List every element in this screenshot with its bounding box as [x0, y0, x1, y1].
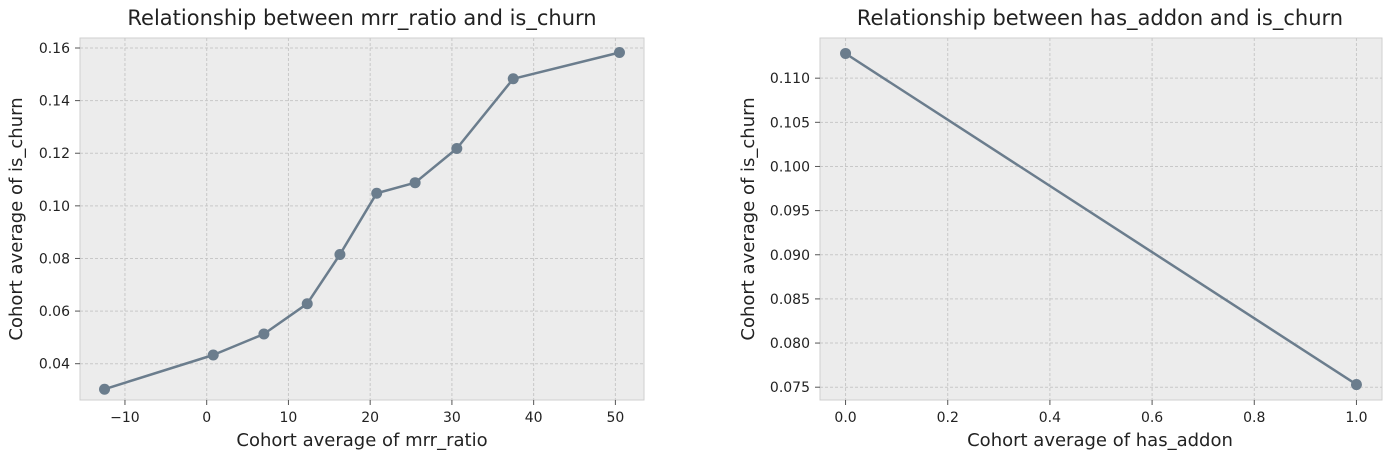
chart-2-series: [840, 47, 1362, 391]
chart-1-x-tick-label: −10: [110, 410, 140, 426]
chart-1-y-tick-label: 0.04: [39, 357, 70, 373]
chart-2-x-tick-label: 1.0: [1345, 410, 1367, 426]
chart-2-y-tick-label: 0.090: [770, 248, 810, 264]
chart-2-y-tick-label: 0.095: [770, 204, 810, 220]
chart-1-y-tick-label: 0.14: [39, 94, 70, 110]
chart-1-data-point: [613, 46, 625, 58]
chart-2-data-point: [1350, 379, 1362, 391]
chart-2: 0.0 0.2 0.4 0.6 0.8 1.0 0.075 0.080 0.085 0.090 0.…: [738, 6, 1383, 451]
chart-2-y-tick-label: 0.085: [770, 292, 810, 308]
chart-1-ticks: −10 0 10 20 30 40 50 0.04 0.06 0.08 0.10 0.12 0.14 0.…: [39, 41, 624, 426]
chart-2-x-tick-label: 0.8: [1243, 410, 1265, 426]
chart-1-y-tick-label: 0.08: [39, 251, 70, 267]
chart-1-data-point: [301, 298, 313, 310]
chart-1-data-point: [99, 383, 111, 395]
chart-1-data-point: [258, 328, 270, 340]
chart-2-y-tick-label: 0.100: [770, 159, 810, 175]
chart-1-x-tick-label: 20: [361, 410, 379, 426]
chart-1-y-tick-label: 0.06: [39, 304, 70, 320]
chart-2-y-tick-label: 0.080: [770, 336, 810, 352]
chart-2-y-axis-label: Cohort average of is_churn: [738, 97, 759, 340]
chart-2-x-tick-label: 0.0: [834, 410, 856, 426]
chart-1: −10 0 10 20 30 40 50 0.04 0.06 0.08 0.10 0.12 0.14 0.…: [6, 6, 645, 451]
chart-1-data-point: [371, 187, 383, 199]
chart-1-y-tick-label: 0.10: [39, 199, 70, 215]
chart-1-x-tick-label: 0: [202, 410, 211, 426]
chart-1-x-tick-label: 50: [606, 410, 624, 426]
chart-1-series: [99, 46, 625, 395]
chart-1-data-point: [409, 177, 421, 189]
chart-1-grid: [80, 38, 644, 400]
chart-2-grid: [820, 38, 1382, 400]
chart-2-x-tick-label: 0.2: [937, 410, 959, 426]
chart-1-x-tick-label: 30: [443, 410, 461, 426]
chart-2-series-line: [844, 52, 1358, 386]
chart-2-y-tick-label: 0.105: [770, 115, 810, 131]
chart-1-data-point: [451, 142, 463, 154]
chart-2-x-tick-label: 0.6: [1141, 410, 1163, 426]
chart-1-y-axis-label: Cohort average of is_churn: [6, 97, 27, 340]
chart-2-title: Relationship between has_addon and is_ch…: [857, 6, 1343, 31]
chart-1-y-tick-label: 0.12: [39, 146, 70, 162]
chart-2-y-tick-label: 0.110: [770, 71, 810, 87]
chart-1-x-axis-label: Cohort average of mrr_ratio: [236, 430, 487, 451]
chart-1-x-tick-label: 40: [525, 410, 543, 426]
chart-2-x-tick-label: 0.4: [1039, 410, 1061, 426]
chart-1-data-point: [507, 73, 519, 85]
chart-2-ticks: 0.0 0.2 0.4 0.6 0.8 1.0 0.075 0.080 0.085 0.090 0.…: [770, 71, 1368, 426]
chart-2-x-axis-label: Cohort average of has_addon: [967, 430, 1233, 451]
chart-1-x-tick-label: 10: [280, 410, 298, 426]
chart-1-series-line: [104, 51, 620, 391]
chart-2-data-point: [840, 47, 852, 59]
chart-1-data-point: [334, 249, 346, 261]
chart-1-y-tick-label: 0.16: [39, 41, 70, 57]
chart-1-data-point: [207, 349, 219, 361]
chart-1-title: Relationship between mrr_ratio and is_ch…: [127, 6, 596, 31]
chart-2-y-tick-label: 0.075: [770, 380, 810, 396]
